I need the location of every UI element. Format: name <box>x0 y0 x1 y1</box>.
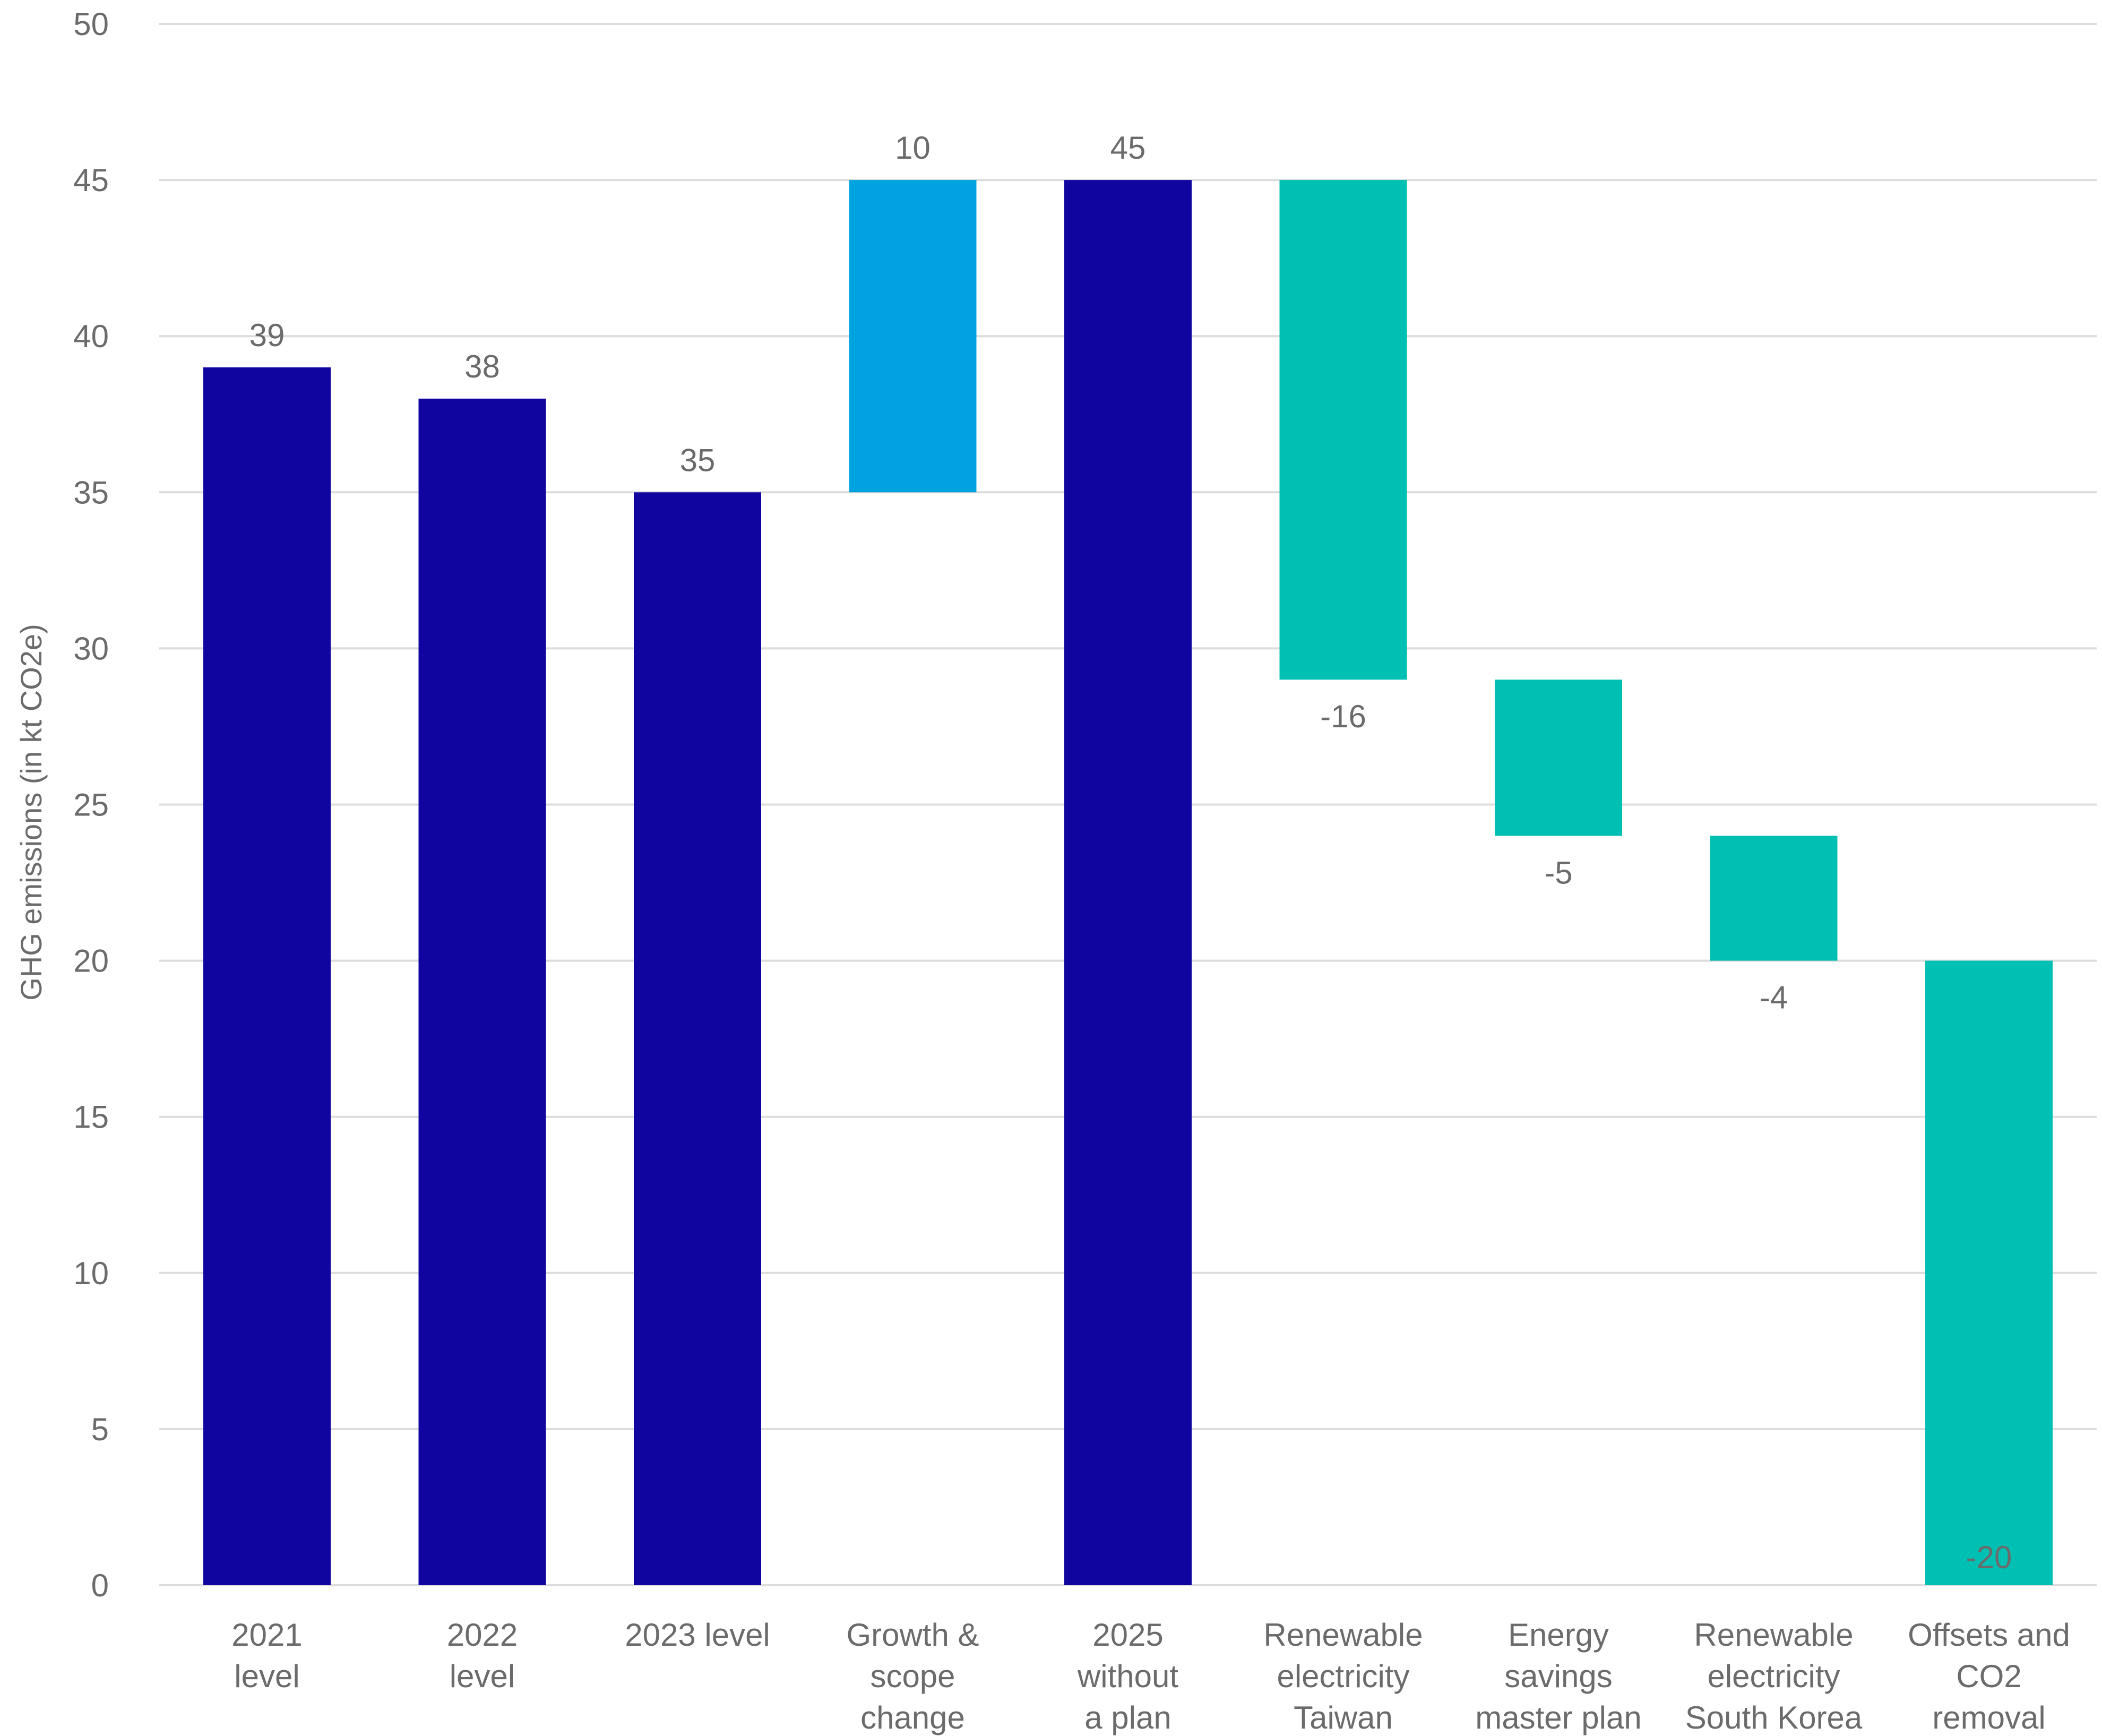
data-label-1: 39 <box>249 317 285 353</box>
y-tick-label-10: 10 <box>73 1256 109 1291</box>
data-label-3: 35 <box>680 442 716 478</box>
category-label-7: Energy savings master plan <box>1475 1617 1641 1735</box>
data-label-7: -5 <box>1544 855 1572 890</box>
y-tick-label-30: 30 <box>73 631 109 666</box>
category-label-2: 2022 level <box>447 1617 518 1694</box>
bar-3 <box>634 492 761 1585</box>
bars <box>203 180 2053 1585</box>
y-axis-ticks: 0 5 10 15 20 25 30 35 40 45 50 <box>73 6 109 1603</box>
bar-1 <box>203 367 331 1585</box>
data-label-4: 10 <box>895 130 931 166</box>
y-tick-label-20: 20 <box>73 943 109 979</box>
data-label-5: 45 <box>1110 130 1146 166</box>
bar-6 <box>1279 180 1407 680</box>
y-axis-title: GHG emissions (in kt CO2e) <box>14 624 48 1001</box>
category-label-9: Offsets and CO2 removal <box>1908 1617 2070 1735</box>
category-label-8: Renewable electricity South Korea <box>1685 1617 1863 1735</box>
bar-9 <box>1925 960 2053 1585</box>
bar-2 <box>418 398 546 1585</box>
y-tick-label-5: 5 <box>91 1412 109 1447</box>
data-label-2: 38 <box>464 349 500 384</box>
category-label-4: Growth & scope change <box>846 1617 979 1735</box>
category-label-5: 2025 without a plan <box>1077 1617 1178 1735</box>
data-label-9: -20 <box>1966 1540 2012 1575</box>
x-axis-categories: 2021 level 2022 level 2023 level Growth & scop… <box>231 1617 2070 1735</box>
category-label-6: Renewable electricity Taiwan <box>1263 1617 1423 1735</box>
y-tick-label-40: 40 <box>73 319 109 354</box>
bar-7 <box>1495 680 1622 836</box>
y-tick-label-45: 45 <box>73 162 109 198</box>
bar-5 <box>1064 180 1192 1585</box>
y-tick-label-35: 35 <box>73 475 109 510</box>
category-label-3: 2023 level <box>625 1617 770 1653</box>
category-label-1: 2021 level <box>231 1617 302 1694</box>
data-label-6: -16 <box>1320 699 1366 734</box>
data-label-8: -4 <box>1760 980 1788 1016</box>
y-tick-label-25: 25 <box>73 787 109 823</box>
y-tick-label-50: 50 <box>73 6 109 42</box>
bar-8 <box>1710 836 1838 961</box>
data-labels: 39 38 35 10 45 -16 -5 -4 -20 <box>249 130 2012 1575</box>
y-tick-label-0: 0 <box>91 1568 109 1603</box>
bar-4 <box>849 180 977 493</box>
y-tick-label-15: 15 <box>73 1099 109 1135</box>
